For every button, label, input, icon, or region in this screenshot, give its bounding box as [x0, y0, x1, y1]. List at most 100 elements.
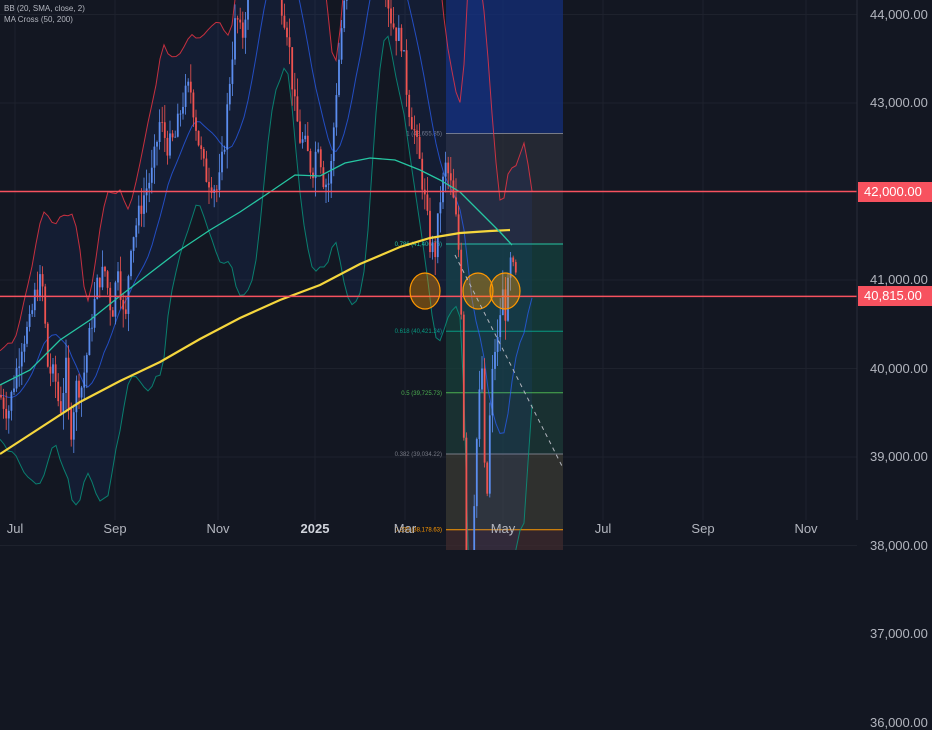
candle-body [400, 27, 403, 52]
candle-body [124, 309, 127, 314]
candle-body [429, 210, 431, 253]
price-tick-label: 40,000.00 [870, 360, 928, 376]
candle-body [327, 183, 330, 185]
time-tick-label: Mar [393, 521, 417, 536]
candle-body [20, 351, 23, 367]
candle-body [150, 167, 153, 183]
candle-body [335, 95, 338, 128]
candle-body [241, 22, 244, 38]
price-chart[interactable]: 1.618 (46,277.48)1 (42,655.85)0.786 (41,… [0, 0, 932, 550]
candle-body [130, 250, 132, 277]
fibonacci-retracement[interactable]: 1.618 (46,277.48)1 (42,655.85)0.786 (41,… [395, 0, 563, 550]
candle-body [0, 395, 2, 398]
candle-body [158, 122, 161, 142]
price-level-tag: 40,815.00 [858, 286, 932, 307]
price-level-tag: 42,000.00 [858, 181, 932, 202]
sma-200-line [0, 228, 511, 455]
candle-body [93, 298, 96, 328]
candle-body [410, 117, 413, 130]
indicator-label-ma-cross[interactable]: MA Cross (50, 200) [4, 15, 73, 24]
highlight-circle [462, 272, 494, 310]
candle-body [413, 129, 416, 131]
candle-body [395, 27, 398, 41]
candle-body [166, 137, 169, 156]
candle-body [442, 176, 444, 203]
price-tick-label: 37,000.00 [870, 626, 928, 641]
candle-body [117, 271, 119, 283]
candle-body [26, 326, 28, 344]
sma-50-line [0, 157, 513, 386]
candle-body [33, 289, 36, 311]
candle-body [49, 366, 52, 374]
price-tick-label: 36,000.00 [870, 714, 928, 730]
candle-body [293, 89, 296, 97]
candle-body [462, 314, 465, 438]
candle-body [62, 392, 65, 413]
candle-body [39, 274, 41, 297]
candle-body [41, 274, 44, 287]
candle-body [421, 158, 424, 190]
candle-body [57, 381, 60, 402]
candle-body [54, 364, 57, 382]
candle-body [80, 387, 83, 398]
candle-body [83, 372, 86, 388]
indicator-label-bb[interactable]: BB (20, SMA, close, 2) [4, 4, 85, 13]
candle-body [46, 323, 49, 367]
candle-body [512, 257, 515, 263]
candle-body [460, 249, 463, 315]
candle-body [501, 289, 504, 316]
candle-body [405, 50, 408, 95]
candle-body [416, 130, 418, 137]
candle-body [475, 439, 478, 507]
fib-zone [446, 331, 563, 393]
candle-body [244, 19, 247, 38]
candle-body [72, 412, 75, 440]
candle-body [44, 286, 47, 324]
fib-level-label: 0.786 (41,406.76) [395, 242, 442, 248]
candle-body [174, 136, 177, 138]
candle-body [85, 355, 88, 373]
highlight-circle [489, 272, 521, 310]
candle-body [75, 380, 78, 413]
candle-body [70, 408, 73, 440]
candle-body [449, 173, 452, 181]
candle-body [345, 0, 348, 1]
candle-body [338, 59, 340, 96]
candle-body [59, 401, 62, 413]
candle-body [306, 135, 309, 152]
candle-body [132, 237, 135, 251]
candle-body [499, 315, 502, 338]
candle-body [465, 437, 468, 550]
candle-body [291, 47, 294, 90]
candle-body [447, 162, 450, 174]
candle-body [491, 368, 494, 416]
candle-body [504, 289, 507, 321]
candle-body [197, 130, 200, 146]
candle-body [208, 181, 210, 188]
time-tick-label: Sep [103, 521, 127, 536]
fib-level-label: 0.236 (38,178.63) [395, 528, 442, 534]
time-tick-label: Jul [6, 521, 24, 536]
horizontal-levels[interactable] [0, 190, 857, 298]
candle-body [200, 145, 203, 150]
candle-body [403, 50, 405, 52]
candle-body [488, 415, 491, 494]
candle-body [439, 202, 442, 214]
candle-body [228, 83, 231, 105]
candle-body [234, 18, 236, 60]
fib-level-label: 0.5 (39,725.73) [401, 391, 442, 397]
candle-body [156, 141, 158, 147]
candle-body [218, 172, 221, 190]
candle-body [161, 122, 164, 123]
candle-body [52, 364, 54, 374]
candle-body [18, 366, 21, 368]
candle-body [314, 151, 317, 179]
candle-body [496, 337, 499, 352]
bb-lower-band [0, 35, 533, 550]
candle-body [317, 149, 320, 152]
candle-body [163, 122, 166, 138]
time-tick-label: May [490, 521, 516, 536]
candle-body [195, 117, 197, 131]
candle-body [473, 506, 476, 550]
candle-body [169, 133, 171, 156]
